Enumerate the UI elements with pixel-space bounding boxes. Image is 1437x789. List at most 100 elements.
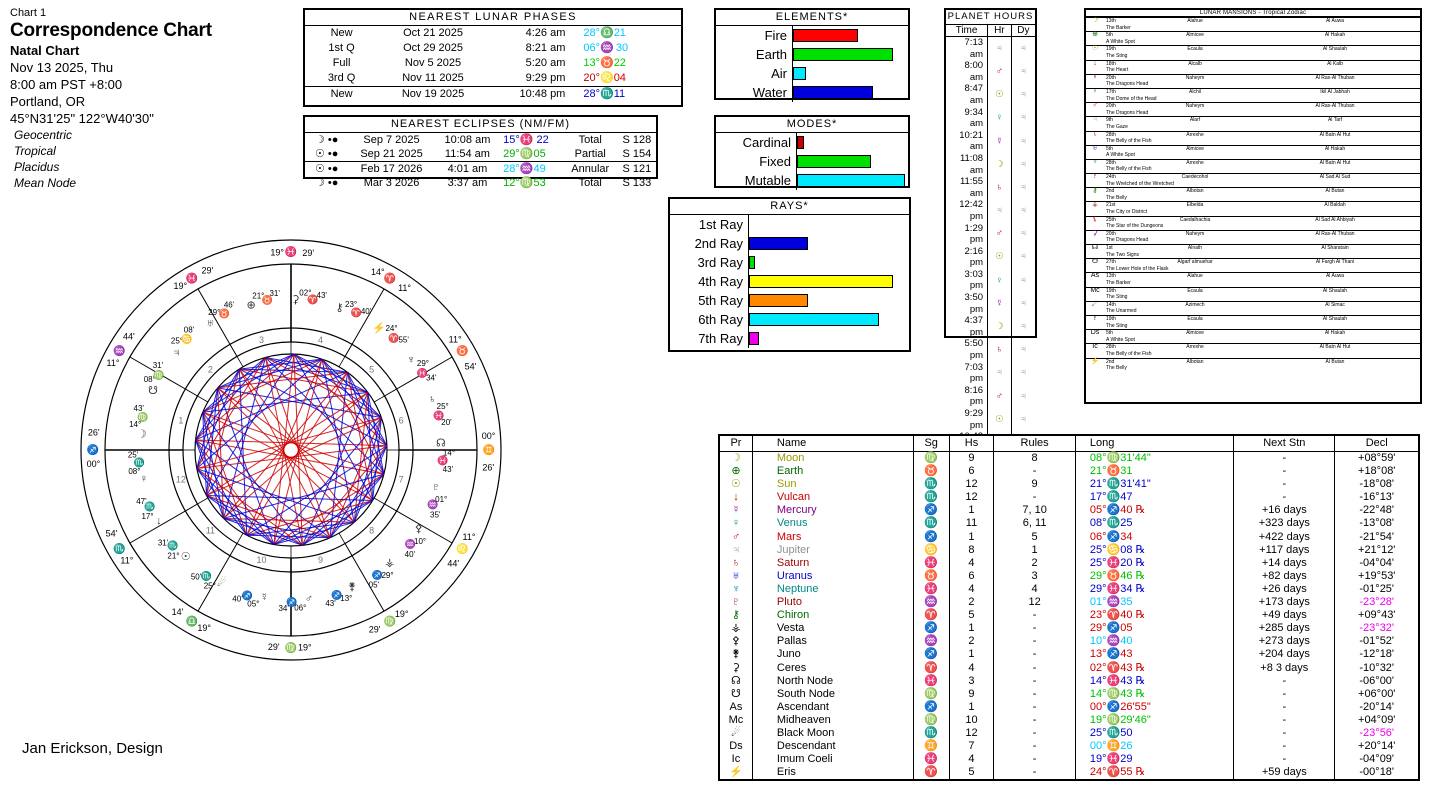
mansion-name: Caedecohol: [1140, 173, 1250, 181]
cusp-degree: 11°: [107, 358, 120, 368]
mansion-meaning: The Belly of the Fish: [1106, 138, 1152, 145]
hour-ruler-glyph: ♄: [987, 176, 1012, 200]
natal-chart-wheel[interactable]: 00° ♐ 26' 11° ♒ 44' 19° ♓ 29' 19° ♓ 29' 14° ♈ 11° 11° ♉ 5…: [56, 236, 526, 664]
hour-time: 4:37 pm: [964, 315, 984, 338]
cusp-degree: 11°: [449, 334, 462, 344]
aspect-line: [223, 473, 385, 519]
aspect-line: [246, 534, 331, 539]
placement-sign-glyph: ♐: [331, 589, 342, 600]
mansion-row: ↓ 18th Alcalb Al Kalb: [1086, 59, 1420, 68]
planet-declination: -21°54': [1359, 530, 1395, 543]
hour-time: 8:47 am: [964, 83, 984, 106]
mansion-name: Ecaula: [1140, 45, 1250, 53]
rays-title: RAYS*: [670, 199, 909, 215]
wheel-planet-placements: ☽14°♍43'☋08°♍31'♃25°♋08'♅29°♉46' ⊕21°♉31'…: [128, 289, 455, 613]
mansion-glyph: ♄: [1086, 130, 1104, 139]
mansion-meaning: The Lower Hole of the Flask: [1106, 265, 1169, 272]
hour-ruler-glyph: ♄: [987, 338, 1012, 362]
aspect-line: [196, 358, 323, 469]
placement-degree: 21°: [167, 552, 179, 561]
mansion-meaning: A White Spot: [1106, 336, 1135, 343]
mansion-meaning-row: The Barker: [1086, 25, 1420, 32]
house-number: 5: [369, 364, 374, 374]
planet-sign-glyph: ♏: [913, 726, 950, 741]
eclipse-date: Sep 21 2025: [348, 147, 435, 162]
planet-next-station: +26 days: [1233, 582, 1336, 597]
bar-fill: [797, 174, 905, 187]
mansion-arabic-name: Al Batn Al Hut: [1250, 158, 1420, 167]
hour-time: 8:16 pm: [964, 384, 984, 408]
mansion-meaning: The Belly of the Fish: [1106, 350, 1152, 357]
planet-next-station: +16 days: [1233, 504, 1336, 518]
planet-next-station: -: [1233, 674, 1336, 688]
planet-name: South Node: [752, 687, 914, 701]
table-row: ☉ Sun ♏ 12 9 21°♏31'41" - -18°08': [720, 478, 1418, 492]
eclipse-body-glyph: ☽ •●: [314, 134, 339, 146]
planet-rules: -: [993, 491, 1076, 505]
chart-time: 8:00 am PST +8:00: [10, 77, 123, 92]
option-zodiac: Tropical: [14, 144, 56, 158]
wheel-svg[interactable]: 00°♐26'11°♒44'19°♓29'19° ♓ 29'14°♈11°11°♉5…: [56, 236, 526, 664]
aspect-line: [196, 468, 355, 523]
phase-time: 9:29 pm: [525, 72, 566, 84]
phase-time: 8:21 am: [525, 42, 566, 54]
eclipse-type: Total: [578, 177, 602, 189]
pt-col-long: Long: [1075, 436, 1235, 452]
aspect-line: [217, 358, 323, 389]
planet-house: 4: [949, 582, 995, 597]
cusp-degree: 00°: [482, 431, 496, 441]
cusp-sign-glyph: ♓: [285, 245, 297, 258]
placement-degree: 01°: [435, 495, 447, 504]
table-row: ☋ South Node ♍ 9-14°♍43 ℞ - +06°00': [720, 687, 1418, 701]
cusp-degree: 11°: [462, 532, 475, 542]
planet-hour-row: 3:50 pm ☿ ♃: [946, 292, 1035, 316]
eclipse-position: 15°♓ 22: [503, 134, 549, 146]
bar-fill: [797, 136, 804, 149]
aspect-line: [195, 357, 266, 441]
mansion-glyph: ♇: [1086, 314, 1104, 323]
hour-ruler-glyph: ♃: [987, 36, 1012, 61]
planet-next-station: -: [1233, 753, 1336, 767]
phase-position: 06°♒ 30: [583, 42, 629, 54]
mansion-arabic-name: Al Baldah: [1250, 201, 1420, 210]
aspect-line: [321, 358, 385, 475]
planet-glyph: Ds: [720, 740, 753, 754]
aspect-line: [302, 473, 385, 546]
planet-name: Ceres: [752, 661, 914, 675]
placement-minute: 31': [158, 539, 169, 548]
placement-minute: 47': [136, 497, 147, 506]
bar-track: [796, 152, 908, 171]
mansion-meaning: The Belly: [1106, 194, 1127, 201]
mansion-number: 21st: [1104, 201, 1140, 210]
placement-degree: 08°: [144, 375, 156, 384]
placement-minute: 43': [134, 404, 145, 413]
planet-next-station: +273 days: [1233, 635, 1336, 649]
mansion-row: ☋ 27th Algarf almuehar Al Fargh Al Thani: [1086, 258, 1420, 266]
planet-longitude: 25°♓20 ℞: [1075, 556, 1235, 570]
planet-next-station: +117 days: [1233, 543, 1336, 557]
chart-number: Chart 1: [10, 7, 47, 19]
lunar-mansions-table: ☽ 13th Alahue Al Auwa The Barker ⊕ 5th Almicee A…: [1086, 16, 1420, 372]
planet-house: 1: [949, 700, 995, 714]
rays-panel: RAYS* 1st Ray 2nd Ray 3rd Ray 4th Ray 5th Ra…: [668, 197, 911, 352]
table-row: ♅ Uranus ♉ 6 3 29°♉46 ℞ +82 days +19°53': [720, 569, 1418, 583]
day-ruler-glyph: ♃: [1019, 89, 1027, 101]
mansion-glyph: Mc: [1086, 286, 1104, 295]
lunar-phase-row: 3rd Q Nov 11 2025 9:29 pm 20°♌04: [305, 71, 681, 87]
cusp-sign-glyph: ♌: [456, 542, 468, 555]
aspect-line: [206, 495, 275, 545]
planet-name: Jupiter: [752, 543, 914, 557]
planet-hour-row: 1:29 pm ♂ ♃: [946, 222, 1035, 246]
planet-rules: -: [993, 687, 1076, 701]
planet-house: 4: [949, 661, 995, 675]
planet-sign-glyph: ♓: [913, 674, 950, 688]
planet-next-station: +323 days: [1233, 517, 1336, 531]
planet-sign-glyph: ♍: [913, 713, 950, 727]
planet-sign-glyph: ♋: [913, 543, 950, 557]
house-number: 10: [256, 555, 266, 565]
wheel-inner-spokes: [183, 342, 399, 558]
planet-glyph: ☊: [720, 674, 753, 688]
hour-time: 7:13 am: [964, 37, 984, 60]
pt-col-rules: Rules: [993, 436, 1076, 452]
bar-track: [748, 234, 909, 253]
